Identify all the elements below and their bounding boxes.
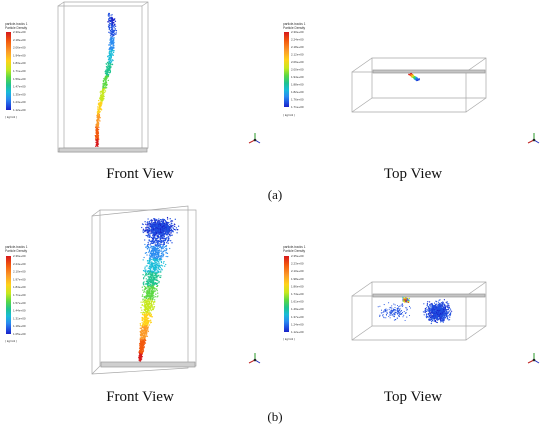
legend-tick-label: 1.31e+00	[13, 316, 26, 320]
legend-tick-label: 2.23e+00	[291, 262, 304, 266]
legend-tick-label: 2.06e+00	[291, 60, 304, 64]
legend-tick-label: 1.71e+00	[13, 69, 26, 73]
legend-top-a: particle-tracks 1 Particle Density 2.30e…	[283, 22, 306, 117]
legend-subtitle: Particle Density	[283, 26, 306, 30]
legend-tick-label: 1.57e+00	[13, 301, 26, 305]
legend-tick-label: 1.82e+00	[291, 90, 304, 94]
legend-tick-label: 2.06e+00	[13, 46, 26, 50]
legend-tick-label: 1.12e+00	[291, 330, 304, 334]
legend-tick-label: 1.98e+00	[291, 277, 304, 281]
legend-tick-label: 1.49e+00	[291, 307, 304, 311]
legend-tick-label: 1.76e+00	[291, 98, 304, 102]
legend-tick-label: 2.18e+00	[291, 45, 304, 49]
legend-tick-label: 2.00e+00	[291, 68, 304, 72]
legend-tick-label: 1.71e+00	[291, 105, 304, 109]
legend-title: particle-tracks 1	[283, 22, 306, 26]
panel-a: particle-tracks 1 Particle Density 2.30e…	[5, 1, 540, 202]
top-view-a-domain	[351, 57, 487, 113]
legend-tick-label: 2.30e+00	[13, 30, 26, 34]
legend-title: particle-tracks 1	[5, 245, 28, 249]
legend-tick-label: 1.35e+00	[13, 92, 26, 96]
legend-tick-label: 1.37e+00	[291, 315, 304, 319]
legend-tick-label: 2.35e+00	[291, 254, 304, 258]
legend-tick-label: 1.61e+00	[291, 300, 304, 304]
top-view-b-particles	[377, 296, 453, 325]
legend-tick-label: 1.18e+00	[13, 324, 26, 328]
legend-tick-label: 1.84e+00	[13, 285, 26, 289]
legend-front-a: particle-tracks 1 Particle Density 2.30e…	[5, 22, 28, 119]
front-view-b-particles	[138, 216, 180, 362]
legend-unit: ( kg/m3 )	[5, 339, 17, 343]
colorbar	[284, 256, 289, 332]
legend-tick-label: 1.47e+00	[13, 85, 26, 89]
legend-title: particle-tracks 1	[283, 245, 306, 249]
legend-top-b: particle-tracks 1 Particle Density 2.35e…	[283, 245, 306, 341]
legend-tick-label: 1.88e+00	[291, 83, 304, 87]
colorbar	[6, 256, 11, 334]
legend-tick-label: 1.59e+00	[13, 77, 26, 81]
legend-subtitle: Particle Density	[283, 249, 306, 253]
front-view-b-domain	[91, 205, 197, 375]
front-view-a-particles	[94, 12, 118, 147]
legend-tick-label: 1.97e+00	[13, 277, 26, 281]
front-view-caption: Front View	[106, 389, 174, 405]
legend-tick-label: 1.86e+00	[291, 284, 304, 288]
colorbar	[6, 32, 11, 110]
legend-tick-label: 2.12e+00	[291, 53, 304, 57]
legend-subtitle: Particle Density	[5, 26, 28, 30]
legend-tick-label: 1.94e+00	[291, 75, 304, 79]
front-view-a-domain	[57, 1, 149, 153]
legend-front-b: particle-tracks 1 Particle Density 2.36e…	[5, 245, 28, 343]
top-view-b-domain	[351, 281, 487, 341]
legend-title: particle-tracks 1	[5, 22, 28, 26]
legend-tick-label: 1.05e+00	[13, 332, 26, 336]
legend-tick-label: 1.23e+00	[13, 100, 26, 104]
top-view-caption: Top View	[384, 389, 442, 405]
front-view-caption: Front View	[106, 166, 174, 182]
legend-tick-label: 1.12e+00	[13, 108, 26, 112]
legend-unit: ( kg/m3 )	[283, 337, 295, 341]
axis-triad-icon	[527, 353, 540, 364]
axis-triad-icon	[248, 133, 261, 144]
legend-tick-label: 2.10e+00	[291, 269, 304, 273]
legend-unit: ( kg/m3 )	[5, 115, 17, 119]
panel-b: particle-tracks 1 Particle Density 2.36e…	[5, 205, 540, 424]
legend-tick-label: 2.10e+00	[13, 270, 26, 274]
top-view-caption: Top View	[384, 166, 442, 182]
panel-label: (b)	[267, 409, 282, 424]
legend-tick-label: 2.30e+00	[291, 30, 304, 34]
legend-tick-label: 2.24e+00	[13, 262, 26, 266]
panel-label: (a)	[268, 187, 282, 202]
legend-tick-label: 1.71e+00	[13, 293, 26, 297]
legend-tick-label: 1.44e+00	[13, 309, 26, 313]
axis-triad-icon	[248, 353, 261, 364]
top-view-a-particles	[408, 72, 420, 82]
legend-subtitle: Particle Density	[5, 249, 28, 253]
legend-tick-label: 1.83e+00	[13, 61, 26, 65]
legend-tick-label: 1.24e+00	[291, 322, 304, 326]
legend-unit: ( kg/m3 )	[283, 113, 295, 117]
legend-tick-label: 1.74e+00	[291, 292, 304, 296]
axis-triad-icon	[527, 133, 540, 144]
legend-tick-label: 2.18e+00	[13, 38, 26, 42]
colorbar	[284, 32, 289, 107]
legend-tick-label: 1.94e+00	[13, 53, 26, 57]
legend-tick-label: 2.24e+00	[291, 38, 304, 42]
legend-tick-label: 2.36e+00	[13, 254, 26, 258]
